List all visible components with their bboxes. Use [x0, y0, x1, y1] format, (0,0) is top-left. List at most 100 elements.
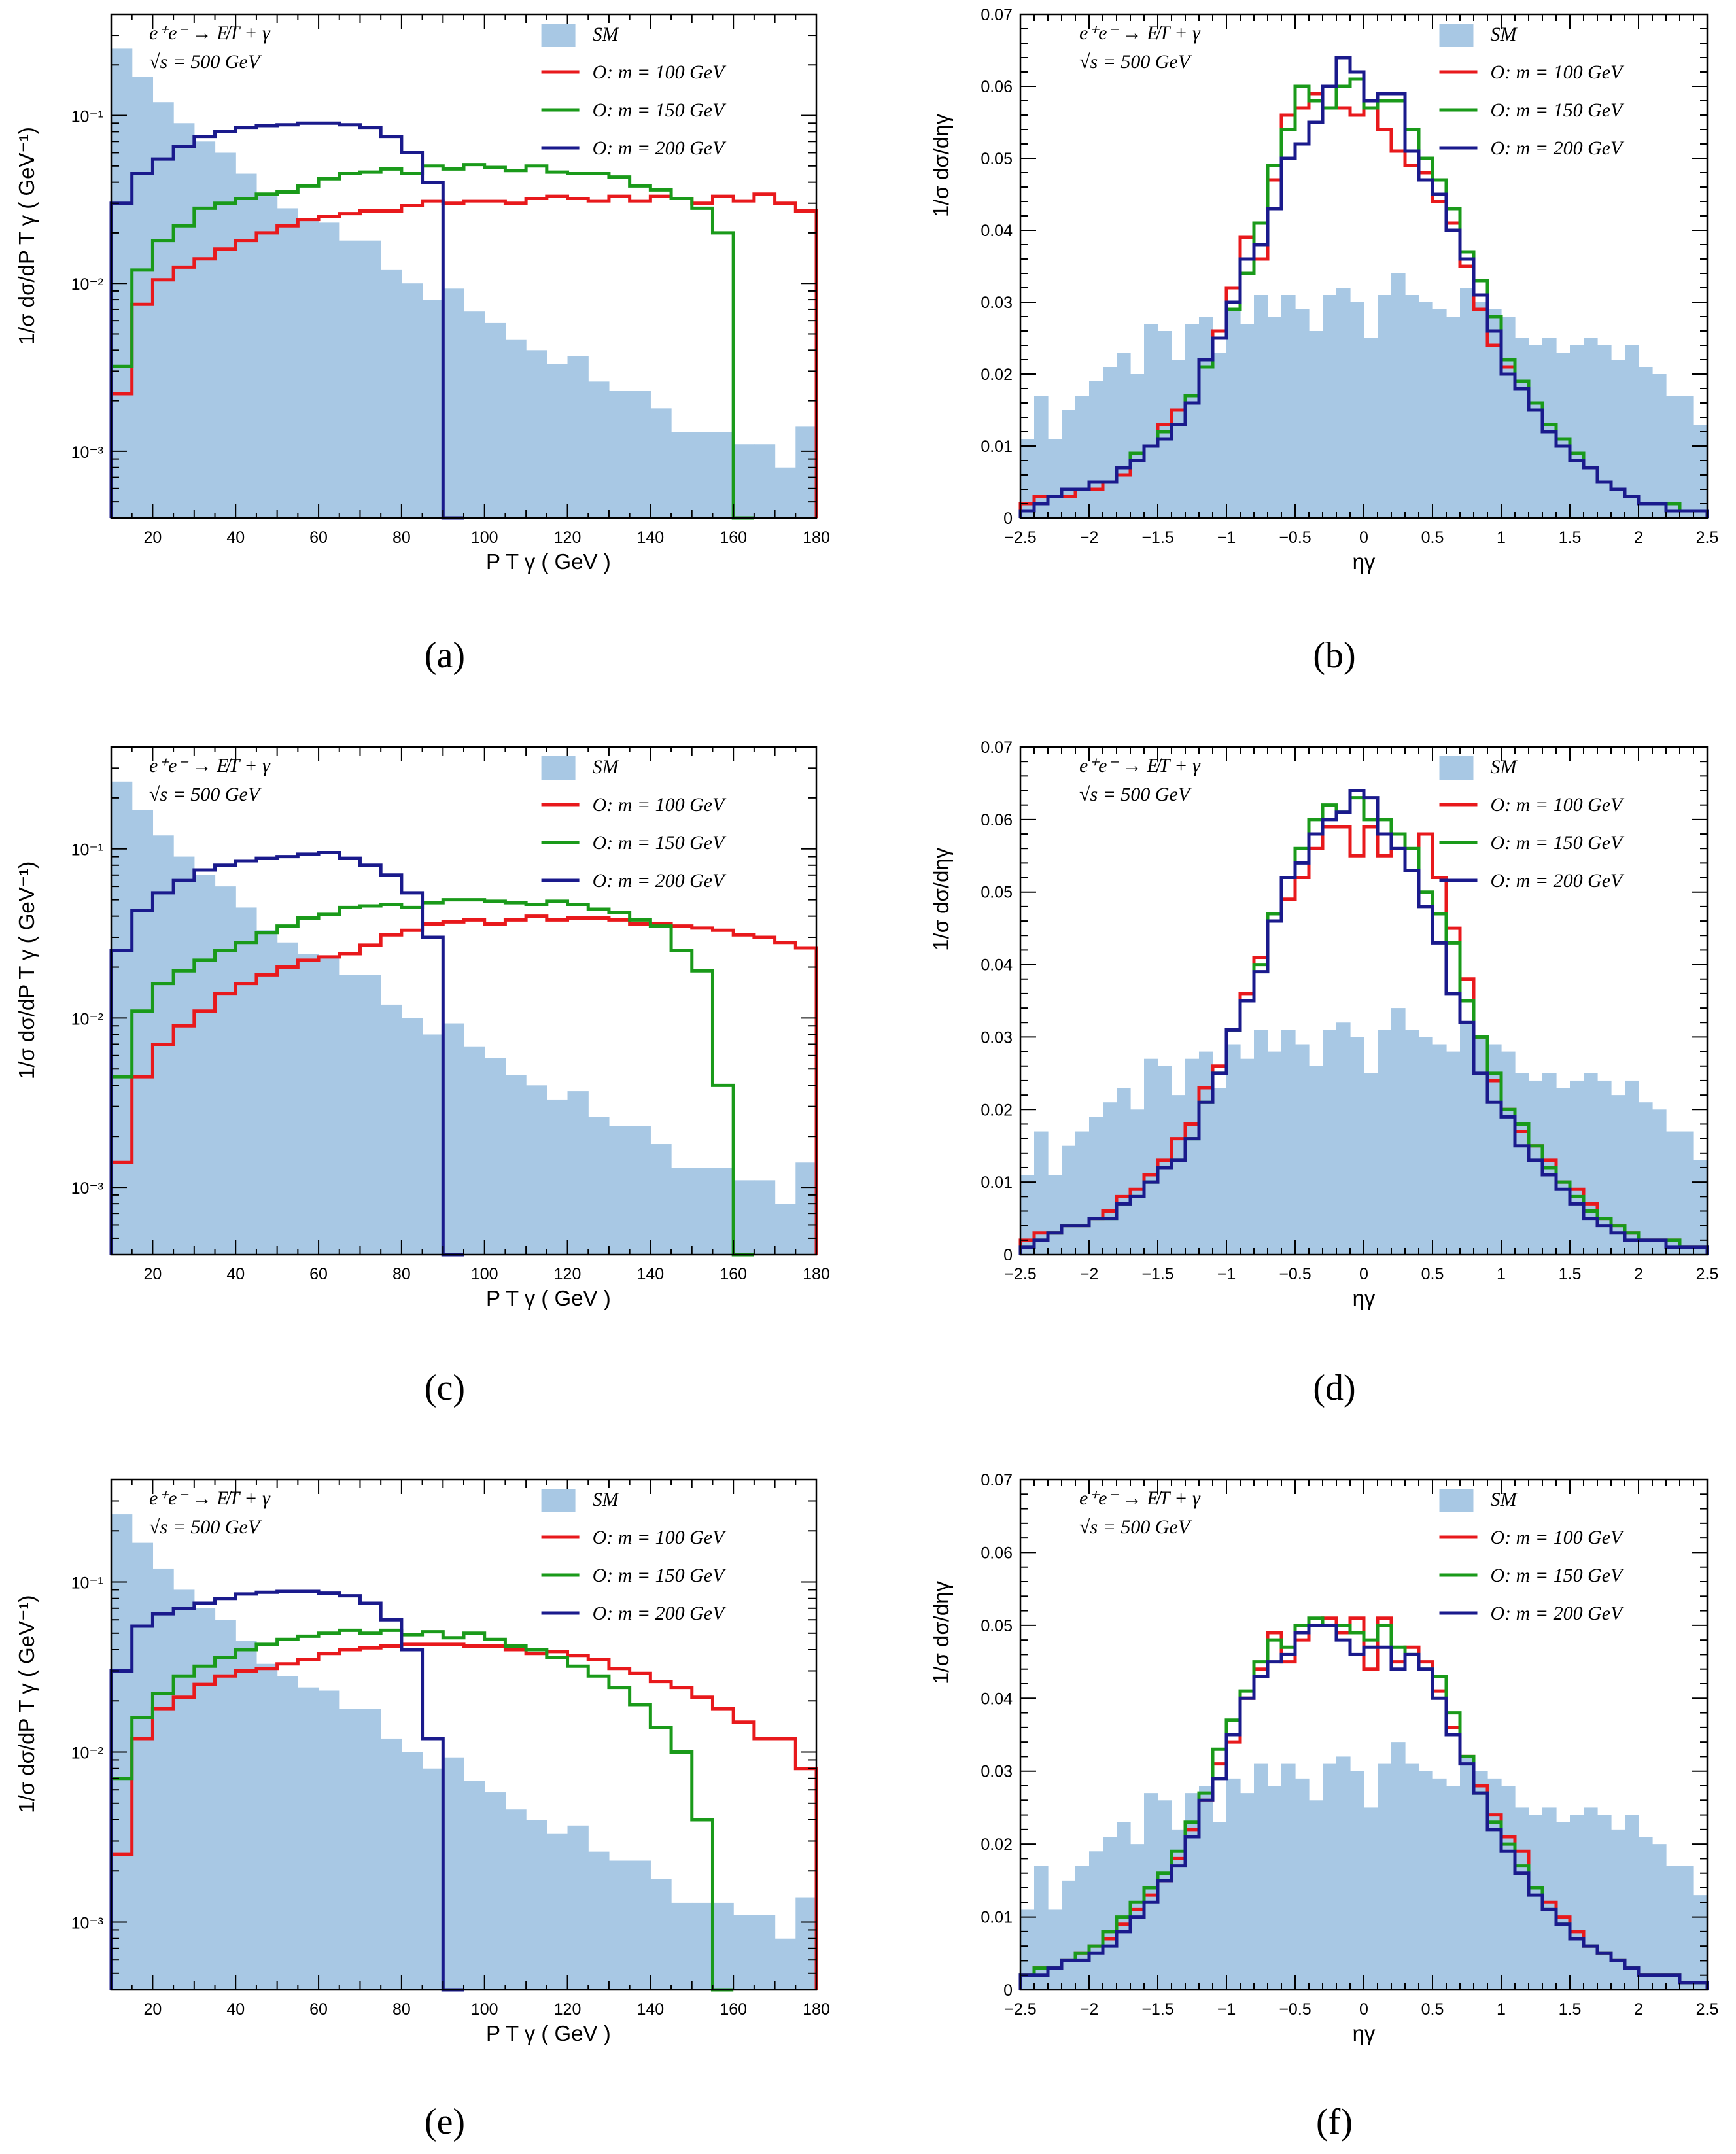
x-axis-label: ηγ: [1353, 1286, 1376, 1310]
sm-bar: [1199, 317, 1213, 518]
legend-swatch-sm: [1439, 756, 1474, 780]
y-tick-label: 0.01: [981, 1909, 1013, 1927]
chart-panel-b: −2.5 −2 −1.5 −1 −0.5 0 0.5 1 1.5 2 2.5 0 0.01 0.02 0.0…: [929, 6, 1718, 574]
sm-bar: [754, 1180, 776, 1255]
x-tick-label: −2.5: [1004, 529, 1036, 547]
sm-bar: [671, 1902, 693, 1990]
process-label: e⁺e⁻ → E̸T + γ: [1079, 1487, 1201, 1509]
y-axis-label: 1/σ dσ/dP T γ ( GeV⁻¹): [14, 1595, 39, 1813]
sm-bar: [1487, 1044, 1502, 1255]
x-tick-label: 120: [554, 1265, 582, 1283]
y-tick-label: 10⁻²: [71, 275, 103, 294]
sm-bar: [256, 1663, 278, 1990]
sm-bar: [1062, 1880, 1076, 1990]
legend-label: O: m = 150 GeV: [1491, 832, 1625, 854]
sm-bar: [1639, 1837, 1653, 1990]
sm-bar: [1048, 1175, 1062, 1255]
sm-bar: [608, 391, 631, 518]
sm-bar: [1144, 1793, 1158, 1990]
sm-bar: [650, 1879, 672, 1990]
legend-label: O: m = 100 GeV: [593, 794, 727, 816]
sm-bar: [1034, 396, 1049, 518]
sm-bar: [1391, 273, 1406, 518]
x-tick-label: 0: [1359, 1265, 1368, 1283]
sm-bar: [422, 1034, 443, 1255]
series-line: [1018, 56, 1709, 518]
sm-bar: [464, 1781, 485, 1990]
sm-bar: [1254, 295, 1268, 518]
sm-bar: [754, 1915, 776, 1990]
chart-panel-a: 20 40 60 80 100 120 140 160 180 10⁻³ 10⁻² 10⁻¹ P T γ…: [14, 13, 830, 574]
sm-bar: [484, 322, 506, 518]
sm-bar: [1570, 1815, 1584, 1990]
sm-bar: [1103, 1837, 1117, 1990]
sm-bar: [1501, 1786, 1516, 1990]
sm-bar: [774, 1938, 796, 1990]
sm-bar: [1213, 1822, 1227, 1990]
y-tick-label: 10⁻³: [71, 1915, 103, 1933]
sm-bar: [1117, 1088, 1131, 1255]
y-tick-label: 0.02: [981, 1835, 1013, 1854]
y-tick-label: 10⁻²: [71, 1010, 103, 1028]
sm-bar: [277, 208, 298, 518]
series-line: [109, 850, 464, 1257]
x-tick-label: 40: [226, 1265, 245, 1283]
sm-bar: [1172, 1095, 1186, 1255]
sm-bar: [1185, 1793, 1200, 1990]
sm-bar: [1158, 1800, 1172, 1990]
sm-bar: [505, 339, 527, 518]
sm-bar: [1309, 331, 1323, 518]
sm-bar: [1103, 367, 1117, 518]
y-tick-label: 0: [1003, 510, 1013, 528]
sm-bar: [1323, 295, 1337, 518]
sm-bar: [1062, 1145, 1076, 1255]
sm-bar: [256, 930, 278, 1255]
y-tick-label: 10⁻¹: [71, 841, 103, 860]
sm-bar: [795, 426, 817, 518]
sm-bar: [1323, 1763, 1337, 1990]
y-tick-label: 0.07: [981, 738, 1013, 757]
y-tick-label: 10⁻¹: [71, 108, 103, 126]
sm-bar: [1515, 1807, 1529, 1990]
sm-bar: [1199, 1786, 1213, 1990]
series-line: [109, 121, 464, 520]
sm-bar: [1130, 374, 1145, 518]
legend-swatch-sm: [541, 756, 576, 780]
sm-bar: [1089, 1117, 1103, 1255]
sm-bar: [1226, 1778, 1241, 1990]
sm-bar: [1172, 1829, 1186, 1990]
x-axis-label: ηγ: [1353, 2021, 1376, 2045]
sm-bar: [1556, 1088, 1571, 1255]
series-line: [1018, 789, 1709, 1255]
x-tick-label: 2: [1634, 529, 1643, 547]
y-tick-label: 10⁻³: [71, 443, 103, 462]
sm-bar: [1089, 381, 1103, 518]
series-line: [1018, 1624, 1709, 1990]
x-tick-label: −1.5: [1141, 1265, 1173, 1283]
sm-bar: [588, 381, 610, 518]
sm-bar: [339, 240, 361, 518]
sm-bar: [235, 907, 257, 1255]
legend-label: O: m = 150 GeV: [1491, 99, 1625, 121]
y-tick-label: 10⁻³: [71, 1179, 103, 1198]
sm-bar: [131, 77, 154, 518]
sm-bar: [1652, 374, 1667, 518]
y-tick-label: 0.06: [981, 78, 1013, 96]
legend-label: O: m = 200 GeV: [593, 137, 727, 159]
chart-panel-f: −2.5 −2 −1.5 −1 −0.5 0 0.5 1 1.5 2 2.5 0 0.01 0.02 0.0…: [929, 1471, 1718, 2045]
sm-bar: [1213, 353, 1227, 518]
legend-label: O: m = 100 GeV: [593, 61, 727, 83]
sm-bar: [1254, 1030, 1268, 1255]
sqrt-s-label: √s = 500 GeV: [149, 51, 262, 73]
sm-bar: [1432, 1778, 1447, 1990]
sm-bar: [1432, 1044, 1447, 1255]
x-tick-label: −2: [1080, 2000, 1099, 2019]
x-tick-label: −1: [1217, 2000, 1236, 2019]
process-label: e⁺e⁻ → E̸T + γ: [1079, 22, 1201, 44]
sm-bar: [1460, 288, 1474, 518]
sm-bar: [1336, 1756, 1351, 1990]
sm-bar: [1501, 1051, 1516, 1255]
sm-bar: [1048, 1909, 1062, 1990]
sm-bar: [298, 954, 319, 1255]
sm-bar: [1378, 295, 1392, 518]
